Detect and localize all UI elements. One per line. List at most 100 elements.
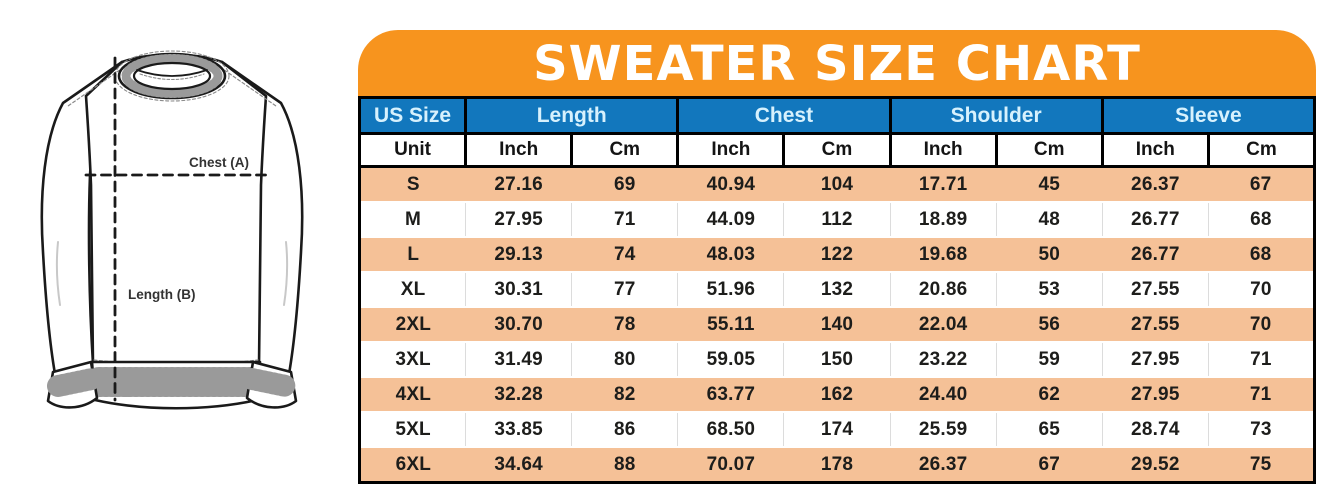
- measurement-value: 70: [1208, 306, 1315, 343]
- right-cuff-rib-texture: [241, 368, 297, 397]
- measurement-value: 71: [1207, 342, 1315, 377]
- measurement-value: 68: [1208, 236, 1315, 273]
- left-shoulder-stitch: [67, 66, 125, 107]
- unit-cell: Cm: [994, 132, 1104, 168]
- sweater-body: [84, 53, 268, 368]
- collar-rib-texture: [121, 54, 223, 98]
- measurement-value: 27.95: [1102, 376, 1209, 413]
- sweater-left-sleeve: [40, 60, 124, 376]
- measurement-value: 29.13: [465, 236, 572, 273]
- measurement-value: 23.22: [889, 342, 997, 377]
- measurement-value: 104: [783, 165, 891, 203]
- measurement-value: 27.95: [1101, 342, 1209, 377]
- unit-cell: Cm: [782, 132, 892, 168]
- measurement-value: 132: [783, 272, 891, 307]
- measurement-value: 27.55: [1101, 272, 1209, 307]
- measurement-value: 45: [996, 165, 1103, 203]
- left-sleeve-fold-line: [55, 241, 61, 306]
- measurement-value: 28.74: [1101, 412, 1209, 447]
- measurement-value: 71: [571, 202, 679, 237]
- measurement-value: 48: [995, 202, 1103, 237]
- column-header-length: Length: [464, 96, 680, 135]
- measurement-value: 26.37: [1102, 165, 1209, 203]
- measurement-value: 140: [783, 306, 891, 343]
- measurement-value: 68.50: [677, 412, 785, 447]
- measurement-value: 19.68: [890, 236, 997, 273]
- table-row-s: S 27.16 69 40.94 104 17.71 45 26.37 67: [359, 165, 1315, 203]
- size-label: XL: [359, 272, 467, 307]
- unit-cell: Inch: [676, 132, 786, 168]
- measurement-value: 59.05: [677, 342, 785, 377]
- measurement-value: 62: [996, 376, 1103, 413]
- unit-cell: Inch: [888, 132, 998, 168]
- unit-cell: Inch: [464, 132, 574, 168]
- chest-measure-label: Chest (A): [189, 155, 249, 170]
- measurement-value: 70: [1207, 272, 1315, 307]
- measurement-value: 40.94: [677, 165, 784, 203]
- measurement-value: 55.11: [677, 306, 784, 343]
- size-table: US Size Length Chest Shoulder Sleeve Unit Inc…: [357, 96, 1317, 484]
- measurement-value: 51.96: [677, 272, 785, 307]
- measurement-value: 162: [783, 376, 891, 413]
- size-chart-panel: SWEATER SIZE CHART US Size Length Chest Sho…: [357, 30, 1317, 484]
- measurement-value: 82: [571, 376, 678, 413]
- measurement-value: 74: [571, 236, 678, 273]
- measurement-value: 174: [783, 412, 891, 447]
- measurement-value: 53: [995, 272, 1103, 307]
- table-row-2xl: 2XL 30.70 78 55.11 140 22.04 56 27.55 70: [359, 306, 1315, 343]
- measurement-value: 122: [783, 236, 891, 273]
- column-header-chest: Chest: [676, 96, 892, 135]
- measurement-value: 44.09: [677, 202, 785, 237]
- measurement-value: 150: [783, 342, 891, 377]
- measurement-value: 65: [995, 412, 1103, 447]
- sweater-hem-band: [90, 360, 262, 410]
- table-row-m: M 27.95 71 44.09 112 18.89 48 26.77 68: [359, 202, 1315, 237]
- measurement-value: 22.04: [890, 306, 997, 343]
- collar-back-neck-stitch: [139, 73, 205, 80]
- column-header-us-size: US Size: [357, 96, 468, 135]
- measurement-value: 27.95: [465, 202, 573, 237]
- sweater-right-sleeve: [220, 60, 304, 376]
- sweater-right-cuff: [245, 360, 298, 409]
- size-label: 5XL: [359, 412, 467, 447]
- left-cuff-rib-texture: [47, 368, 103, 397]
- chart-title-banner: SWEATER SIZE CHART: [358, 30, 1316, 96]
- measurement-value: 25.59: [889, 412, 997, 447]
- measurement-value: 32.28: [465, 376, 572, 413]
- measurement-value: 63.77: [677, 376, 784, 413]
- unit-cell: Inch: [1100, 132, 1210, 168]
- measurement-value: 18.89: [889, 202, 997, 237]
- measurement-value: 48.03: [677, 236, 784, 273]
- unit-header-row: Unit Inch Cm Inch Cm Inch Cm Inch Cm: [357, 132, 1317, 168]
- measurement-value: 73: [1207, 412, 1315, 447]
- unit-cell: Cm: [570, 132, 680, 168]
- measurement-value: 27.55: [1102, 306, 1209, 343]
- unit-label-cell: Unit: [357, 132, 468, 168]
- size-label: 3XL: [359, 342, 467, 377]
- column-header-shoulder: Shoulder: [888, 96, 1104, 135]
- measurement-value: 78: [571, 306, 678, 343]
- measurement-value: 17.71: [890, 165, 997, 203]
- measurement-value: 27.16: [465, 165, 572, 203]
- page-title: SWEATER SIZE CHART: [533, 36, 1141, 92]
- measurement-value: 20.86: [889, 272, 997, 307]
- measurement-value: 68: [1207, 202, 1315, 237]
- measurement-value: 69: [571, 165, 678, 203]
- measurement-value: 71: [1208, 376, 1315, 413]
- collar-outer: [117, 52, 227, 100]
- measurement-value: 59: [995, 342, 1103, 377]
- table-row-4xl: 4XL 32.28 82 63.77 162 24.40 62 27.95 71: [359, 376, 1315, 413]
- size-label: 4XL: [359, 376, 466, 413]
- table-row-3xl: 3XL 31.49 80 59.05 150 23.22 59 27.95 71: [359, 342, 1315, 377]
- measurement-value: 30.70: [465, 306, 572, 343]
- size-chart-page: Chest (A) Length (B) SWEATER SIZE CHART …: [40, 30, 1317, 484]
- unit-cell: Cm: [1206, 132, 1317, 168]
- size-label: M: [359, 202, 467, 237]
- sweater-left-cuff: [46, 360, 99, 409]
- right-sleeve-fold-line: [283, 241, 289, 306]
- size-label: 2XL: [359, 306, 466, 343]
- measurement-value: 112: [783, 202, 891, 237]
- size-label: L: [359, 236, 466, 273]
- collar-back-neck-line: [136, 69, 208, 77]
- column-header-sleeve: Sleeve: [1100, 96, 1317, 135]
